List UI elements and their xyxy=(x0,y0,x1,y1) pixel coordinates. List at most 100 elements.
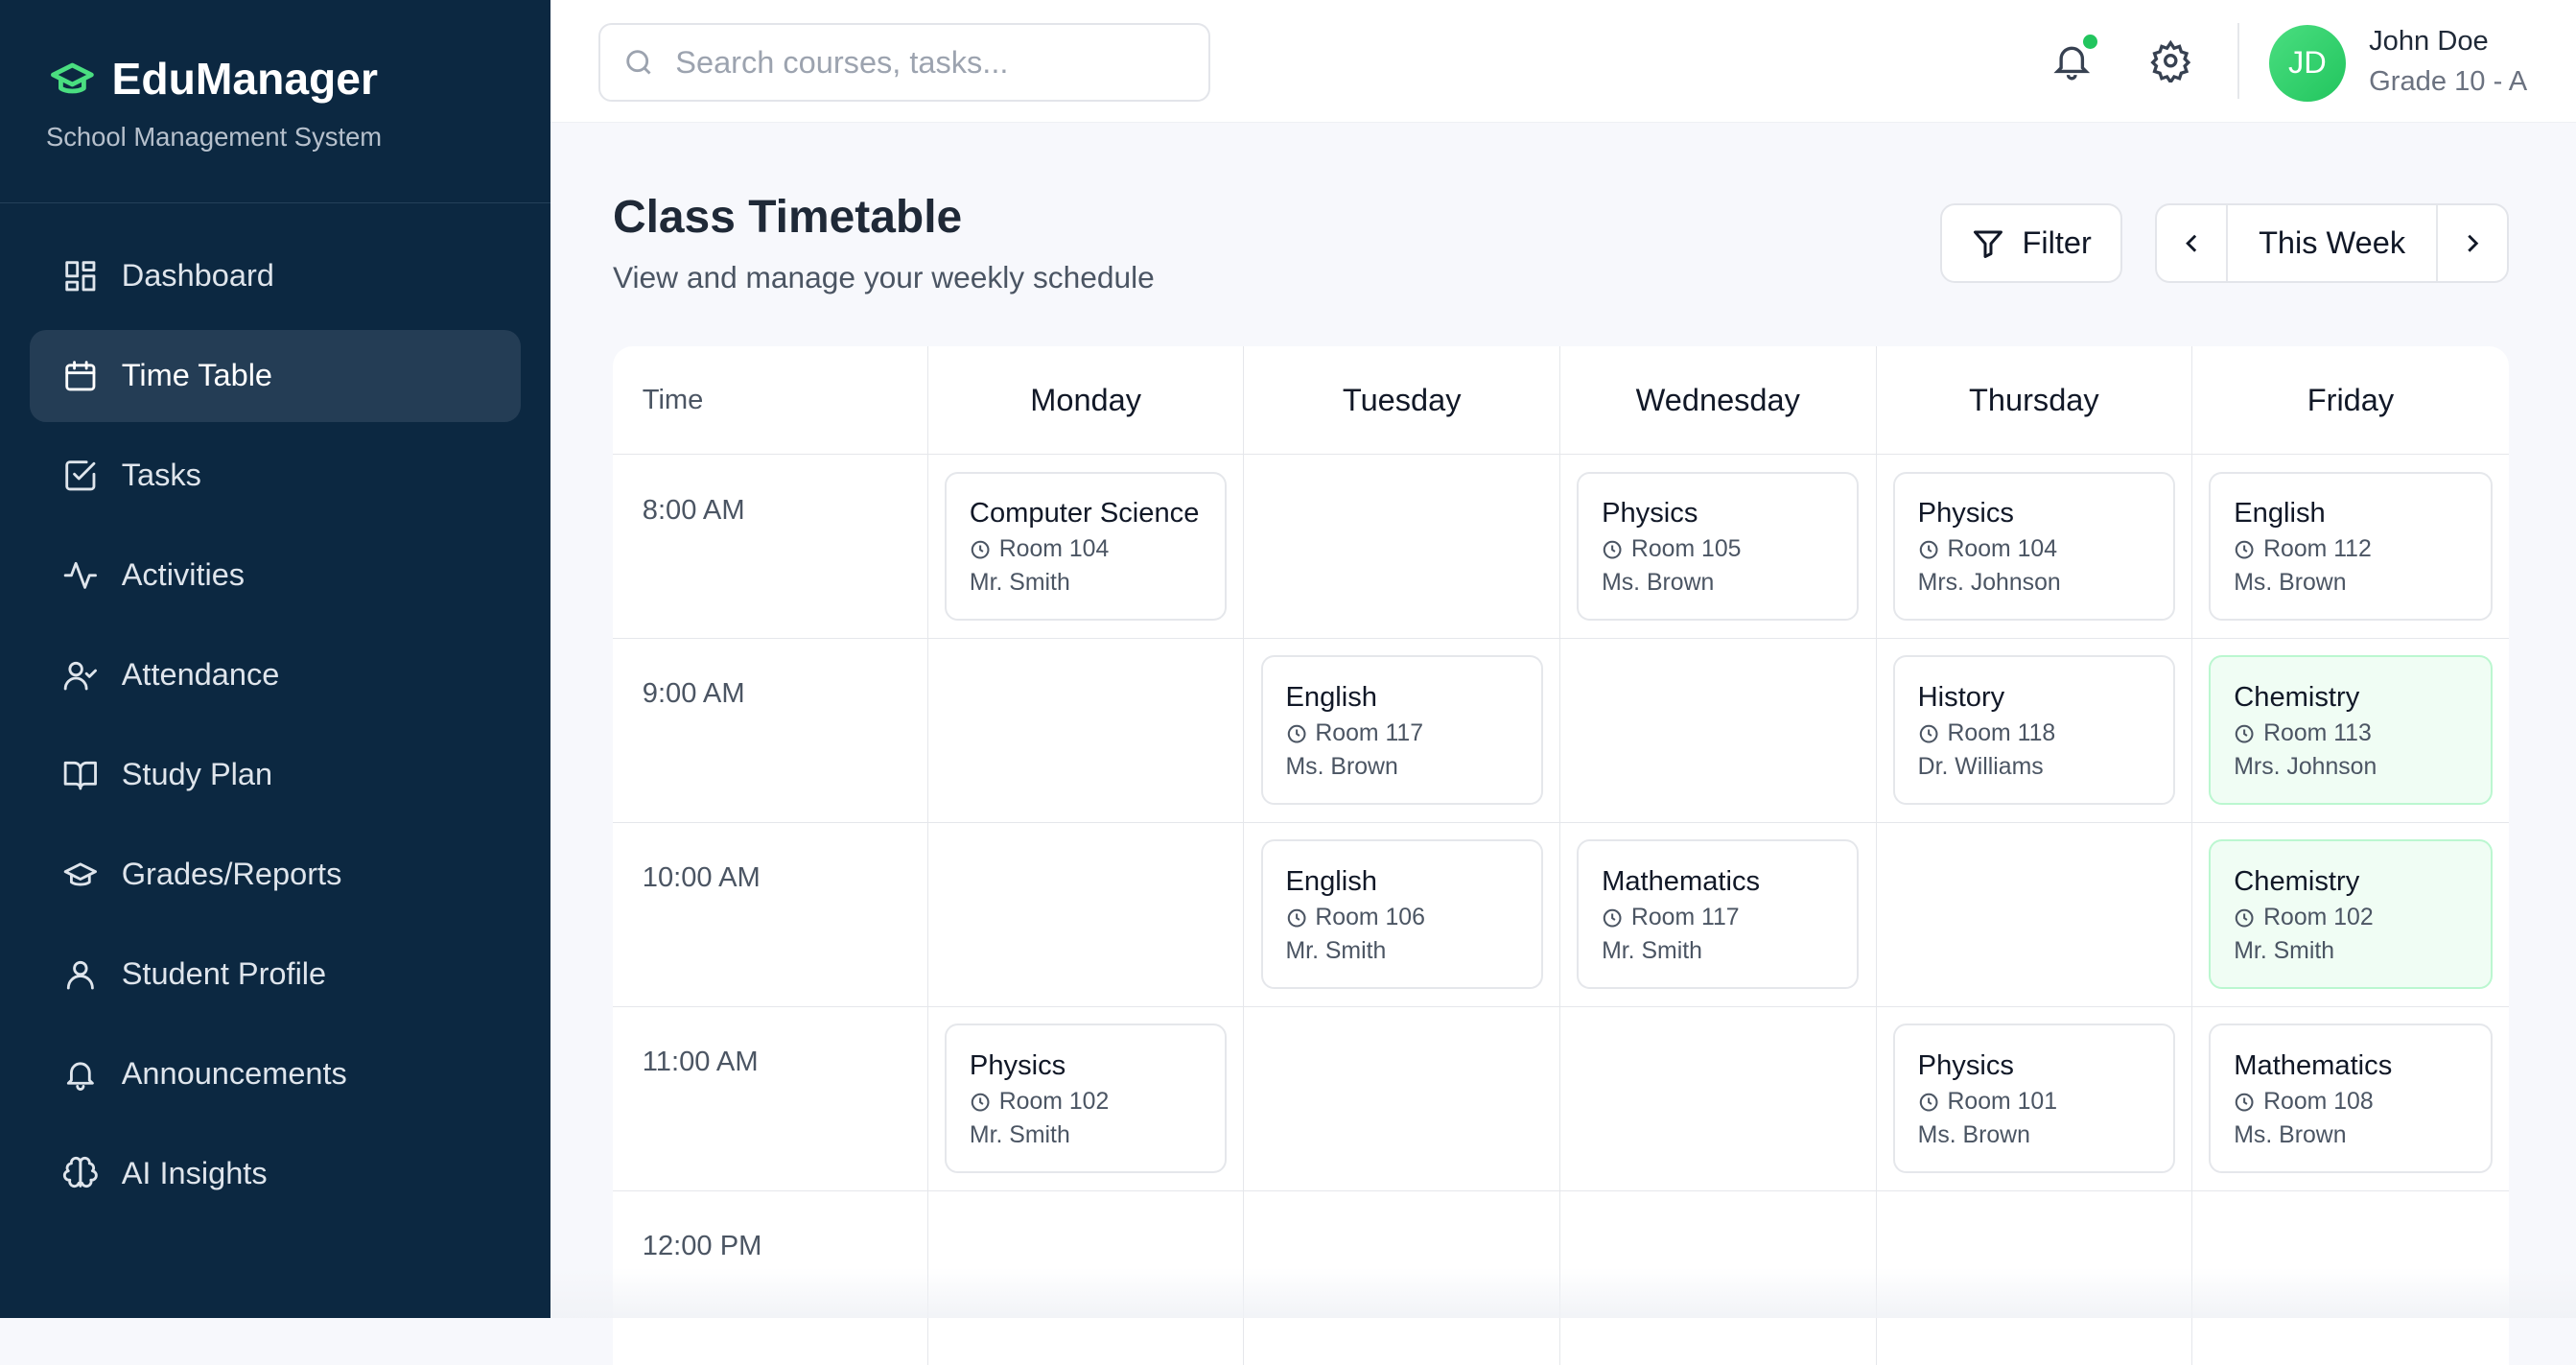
sidebar-item-dashboard[interactable]: Dashboard xyxy=(30,230,521,322)
class-card[interactable]: Physics Room 102 Mr. Smith xyxy=(944,1024,1228,1174)
class-card[interactable]: Physics Room 101 Ms. Brown xyxy=(1892,1024,2176,1174)
clock-icon xyxy=(1919,540,1938,559)
next-week-button[interactable] xyxy=(2436,205,2507,281)
week-label: This Week xyxy=(2259,225,2406,261)
class-teacher: Mrs. Johnson xyxy=(1917,569,2061,596)
prev-week-button[interactable] xyxy=(2157,205,2229,281)
time-slot-label: 9:00 AM xyxy=(612,639,928,824)
calendar-icon xyxy=(65,361,96,391)
timetable-cell[interactable] xyxy=(927,639,1245,824)
bell-icon[interactable] xyxy=(2050,39,2094,82)
timetable-cell[interactable] xyxy=(1559,639,1877,824)
brand[interactable]: EduManager xyxy=(46,53,378,105)
sidebar-item-tasks[interactable]: Tasks xyxy=(30,430,521,522)
activity-icon xyxy=(63,561,98,589)
search-input[interactable] xyxy=(675,44,1169,81)
timetable-cell[interactable] xyxy=(1876,823,2193,1008)
class-room: Room 112 xyxy=(2263,536,2372,563)
clock-icon xyxy=(1919,1093,1938,1112)
class-room: Room 101 xyxy=(1947,1088,2058,1115)
search-box[interactable] xyxy=(597,22,1211,103)
timetable-cell: Computer Science Room 104 Mr. Smith xyxy=(927,455,1245,640)
timetable-cell: History Room 118 Dr. Williams xyxy=(1876,639,2193,824)
class-card[interactable]: English Room 117 Ms. Brown xyxy=(1260,655,1543,806)
graduation-cap-icon xyxy=(63,862,98,886)
timetable-cell: Physics Room 102 Mr. Smith xyxy=(927,1007,1245,1191)
timetable-cell[interactable] xyxy=(1559,1007,1877,1191)
filter-label: Filter xyxy=(2022,225,2092,261)
class-teacher: Ms. Brown xyxy=(2234,569,2347,596)
class-teacher: Mrs. Johnson xyxy=(2234,753,2377,780)
sidebar-item-study-plan[interactable]: Study Plan xyxy=(30,729,521,821)
sidebar-item-announcements[interactable]: Announcements xyxy=(30,1028,521,1120)
sidebar-item-label: Announcements xyxy=(121,1056,347,1092)
class-teacher: Dr. Williams xyxy=(1917,753,2044,780)
sidebar-item-label: Tasks xyxy=(121,458,201,493)
class-subject: English xyxy=(2234,498,2326,530)
clock-icon xyxy=(2236,540,2254,559)
class-card[interactable]: Mathematics Room 117 Mr. Smith xyxy=(1577,839,1860,990)
timetable-cell[interactable] xyxy=(927,823,1245,1008)
sidebar-item-label: Dashboard xyxy=(121,258,274,294)
timetable-cell: English Room 117 Ms. Brown xyxy=(1244,639,1560,824)
class-card[interactable]: Mathematics Room 108 Ms. Brown xyxy=(2209,1024,2493,1174)
time-column-header: Time xyxy=(612,346,928,456)
class-card[interactable]: English Room 112 Ms. Brown xyxy=(2209,471,2493,622)
sidebar-item-activities[interactable]: Activities xyxy=(30,530,521,622)
gear-icon[interactable] xyxy=(2149,39,2192,82)
class-room: Room 108 xyxy=(2263,1088,2374,1115)
class-card[interactable]: Chemistry Room 102 Mr. Smith xyxy=(2209,839,2493,990)
graduation-cap-icon xyxy=(50,62,94,94)
class-room: Room 117 xyxy=(1315,720,1424,746)
user-check-icon xyxy=(63,661,98,691)
timetable-cell: Mathematics Room 117 Mr. Smith xyxy=(1559,823,1877,1008)
class-card[interactable]: Computer Science Room 104 Mr. Smith xyxy=(944,471,1228,622)
day-header-monday: Monday xyxy=(927,346,1245,456)
class-subject: English xyxy=(1285,866,1377,898)
sidebar-item-grades-reports[interactable]: Grades/Reports xyxy=(30,829,521,921)
bell-icon xyxy=(66,1062,94,1091)
clock-icon xyxy=(2236,908,2254,928)
class-room: Room 106 xyxy=(1315,904,1425,930)
brand-name: EduManager xyxy=(111,53,379,104)
class-subject: Computer Science xyxy=(969,498,1200,530)
class-subject: English xyxy=(1285,682,1377,714)
class-subject: Mathematics xyxy=(2234,1049,2393,1081)
class-card[interactable]: Chemistry Room 113 Mrs. Johnson xyxy=(2209,655,2493,806)
brain-icon xyxy=(62,1156,98,1188)
timetable-cell[interactable] xyxy=(1244,455,1560,640)
day-header-thursday: Thursday xyxy=(1876,346,2193,456)
divider xyxy=(0,201,550,204)
user-icon xyxy=(66,960,94,990)
timetable-cell: English Room 106 Mr. Smith xyxy=(1244,823,1560,1008)
sidebar-item-student-profile[interactable]: Student Profile xyxy=(30,929,521,1021)
clock-icon xyxy=(2236,1093,2254,1112)
class-card[interactable]: History Room 118 Dr. Williams xyxy=(1892,655,2176,806)
class-card[interactable]: Physics Room 105 Ms. Brown xyxy=(1577,471,1860,622)
class-teacher: Mr. Smith xyxy=(2234,937,2335,964)
sidebar-item-time-table[interactable]: Time Table xyxy=(29,329,521,422)
class-teacher: Ms. Brown xyxy=(1917,1121,2030,1148)
class-room: Room 117 xyxy=(1630,904,1740,930)
clock-icon xyxy=(971,540,990,559)
scroll-fade xyxy=(550,1268,2576,1318)
class-room: Room 118 xyxy=(1947,720,2056,746)
sidebar-item-attendance[interactable]: Attendance xyxy=(30,629,521,721)
day-header-wednesday: Wednesday xyxy=(1559,346,1877,456)
filter-button[interactable]: Filter xyxy=(1940,203,2123,283)
clock-icon xyxy=(1287,724,1306,743)
class-subject: Physics xyxy=(969,1049,1066,1081)
chevron-right-icon xyxy=(2468,234,2479,252)
timetable-cell[interactable] xyxy=(1244,1007,1560,1191)
class-card[interactable]: English Room 106 Mr. Smith xyxy=(1260,839,1543,990)
day-header-friday: Friday xyxy=(2192,346,2509,456)
time-slot-label: 10:00 AM xyxy=(612,823,928,1008)
class-subject: Physics xyxy=(1917,498,2014,530)
avatar[interactable]: JD xyxy=(2268,24,2347,103)
checkbox-icon xyxy=(65,460,96,491)
sidebar-item-ai-insights[interactable]: AI Insights xyxy=(30,1128,521,1220)
time-slot-label: 8:00 AM xyxy=(612,455,928,640)
clock-icon xyxy=(971,1093,990,1112)
class-card[interactable]: Physics Room 104 Mrs. Johnson xyxy=(1892,471,2176,622)
day-header-tuesday: Tuesday xyxy=(1244,346,1560,456)
